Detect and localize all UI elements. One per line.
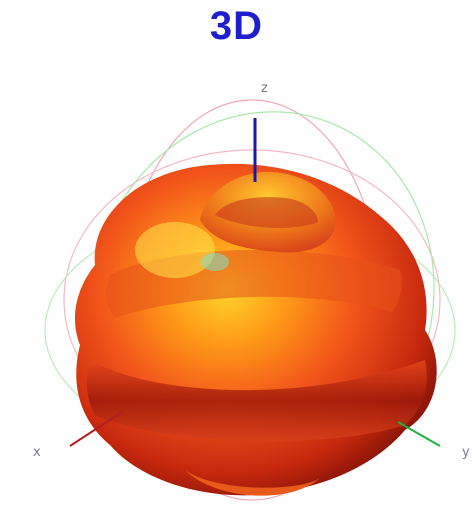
top-lobe-shadow — [215, 197, 318, 228]
lower-band — [86, 360, 427, 442]
x-axis-label: x — [33, 445, 41, 460]
y-axis-label: y — [462, 445, 470, 460]
highlight-cyan — [201, 253, 229, 271]
x-axis-line — [69, 411, 123, 447]
z-axis-label: z — [261, 81, 268, 96]
bottom-lobe — [185, 470, 320, 496]
axes: z x y — [33, 81, 470, 460]
y-axis-line — [397, 421, 441, 447]
view-title: 3D — [209, 4, 264, 48]
highlight — [135, 222, 215, 278]
radiation-pattern-body — [75, 163, 437, 496]
